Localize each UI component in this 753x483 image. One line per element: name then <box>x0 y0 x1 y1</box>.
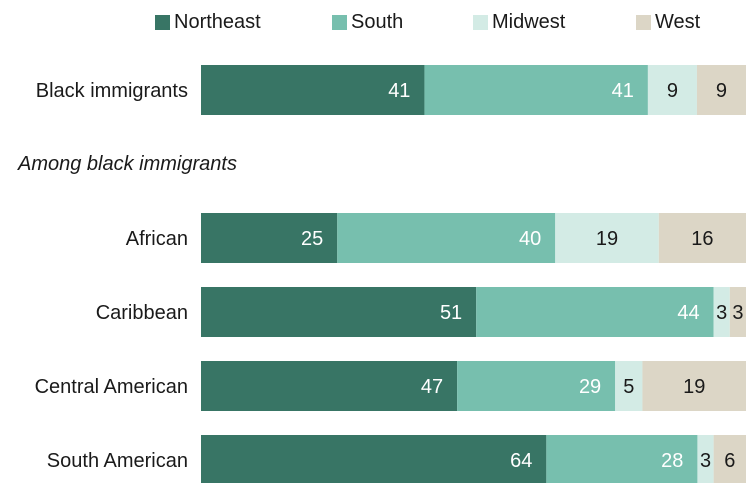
legend-item-midwest: Midwest <box>473 10 565 34</box>
data-label: 6 <box>724 450 735 472</box>
bar-segment-midwest <box>713 287 730 337</box>
chart-note: Among black immigrants <box>18 153 237 175</box>
legend-swatch <box>636 14 651 30</box>
data-label: 19 <box>683 376 705 398</box>
bar-segment-west <box>696 65 746 115</box>
bar-segment-south <box>424 65 648 115</box>
bar-segment-northeast <box>201 213 338 263</box>
bar-segment-west <box>658 213 746 263</box>
category-label: African <box>126 228 188 250</box>
data-label: 51 <box>440 302 462 324</box>
bar-segment-midwest <box>647 65 697 115</box>
bar-segment-west <box>729 287 746 337</box>
bar-segment-northeast <box>201 65 425 115</box>
data-label: 44 <box>677 302 699 324</box>
data-label: 19 <box>596 228 618 250</box>
data-label: 9 <box>667 80 678 102</box>
data-label: 3 <box>732 302 743 324</box>
data-label: 16 <box>691 228 713 250</box>
legend-label: Midwest <box>492 10 566 33</box>
bar-segment-northeast <box>201 361 458 411</box>
legend-label: Northeast <box>174 10 261 33</box>
category-label: Caribbean <box>96 302 188 324</box>
legend-label: South <box>351 10 404 33</box>
data-label: 41 <box>388 80 410 102</box>
category-label: South American <box>47 450 188 472</box>
legend-swatch <box>332 14 347 30</box>
bar-segment-west <box>713 435 746 483</box>
legend-label: West <box>655 10 701 33</box>
data-label: 64 <box>510 450 532 472</box>
data-label: 40 <box>519 228 541 250</box>
data-label: 29 <box>579 376 601 398</box>
data-label: 5 <box>623 376 634 398</box>
legend-swatch <box>155 14 170 30</box>
legend-item-west: West <box>636 10 700 34</box>
data-label: 41 <box>612 80 634 102</box>
legend-swatch <box>473 14 488 30</box>
category-label: Central American <box>35 376 188 398</box>
data-label: 3 <box>716 302 727 324</box>
bar-segment-south <box>476 287 714 337</box>
data-label: 28 <box>661 450 683 472</box>
category-label: Black immigrants <box>36 80 188 102</box>
bar-segment-midwest <box>555 213 659 263</box>
legend: Northeast South Midwest West <box>0 0 753 44</box>
data-label: 9 <box>716 80 727 102</box>
legend-item-northeast: Northeast <box>155 10 261 34</box>
bar-segment-south <box>457 361 616 411</box>
bar-segment-west <box>642 361 746 411</box>
data-label: 47 <box>421 376 443 398</box>
bar-segment-midwest <box>615 361 643 411</box>
bar-segment-northeast <box>201 435 547 483</box>
data-label: 3 <box>700 450 711 472</box>
legend-item-south: South <box>332 10 403 34</box>
bar-segment-south <box>337 213 556 263</box>
bar-segment-midwest <box>697 435 714 483</box>
bar-segment-south <box>546 435 698 483</box>
bar-segment-northeast <box>201 287 477 337</box>
data-label: 25 <box>301 228 323 250</box>
